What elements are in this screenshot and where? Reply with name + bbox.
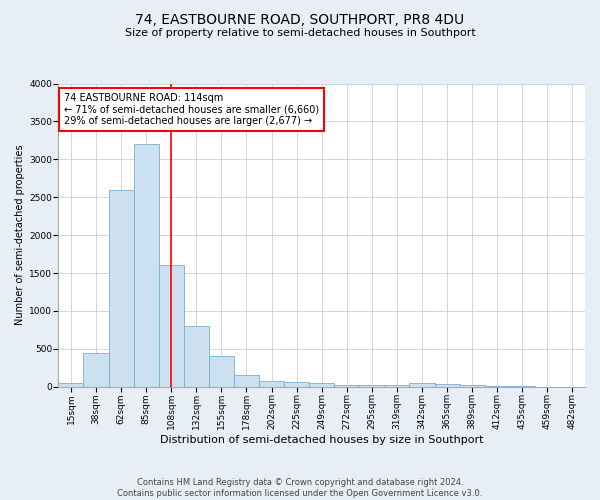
- Bar: [334, 384, 359, 387]
- Text: Size of property relative to semi-detached houses in Southport: Size of property relative to semi-detach…: [125, 28, 475, 38]
- Bar: [109, 190, 134, 387]
- Bar: [184, 326, 209, 387]
- Bar: [359, 384, 385, 387]
- Bar: [434, 384, 460, 387]
- Text: 74 EASTBOURNE ROAD: 114sqm
← 71% of semi-detached houses are smaller (6,660)
29%: 74 EASTBOURNE ROAD: 114sqm ← 71% of semi…: [64, 92, 319, 126]
- Bar: [460, 384, 485, 387]
- Text: Contains HM Land Registry data © Crown copyright and database right 2024.
Contai: Contains HM Land Registry data © Crown c…: [118, 478, 482, 498]
- Bar: [134, 144, 159, 387]
- X-axis label: Distribution of semi-detached houses by size in Southport: Distribution of semi-detached houses by …: [160, 435, 484, 445]
- Bar: [159, 266, 184, 387]
- Bar: [284, 382, 309, 387]
- Bar: [259, 381, 284, 387]
- Bar: [234, 376, 259, 387]
- Bar: [58, 383, 83, 387]
- Bar: [309, 383, 334, 387]
- Bar: [209, 356, 234, 387]
- Bar: [83, 352, 109, 387]
- Bar: [409, 383, 434, 387]
- Text: 74, EASTBOURNE ROAD, SOUTHPORT, PR8 4DU: 74, EASTBOURNE ROAD, SOUTHPORT, PR8 4DU: [136, 12, 464, 26]
- Bar: [385, 386, 409, 387]
- Y-axis label: Number of semi-detached properties: Number of semi-detached properties: [15, 145, 25, 326]
